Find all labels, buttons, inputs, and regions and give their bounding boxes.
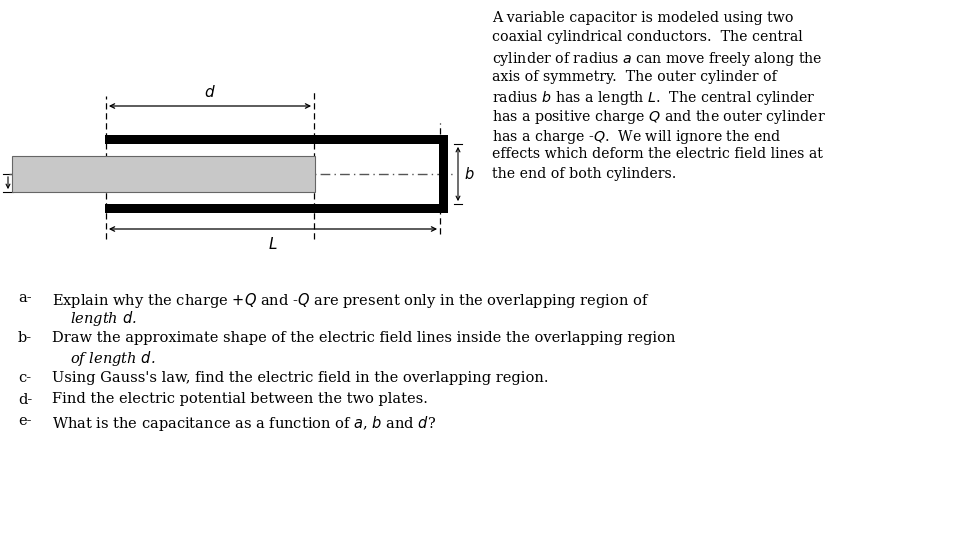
- Text: coaxial cylindrical conductors.  The central: coaxial cylindrical conductors. The cent…: [492, 31, 802, 45]
- Text: a-: a-: [18, 291, 32, 305]
- Text: cylinder of radius $a$ can move freely along the: cylinder of radius $a$ can move freely a…: [492, 50, 823, 68]
- Bar: [105, 204, 448, 213]
- Bar: [439, 135, 448, 213]
- Text: axis of symmetry.  The outer cylinder of: axis of symmetry. The outer cylinder of: [492, 69, 777, 83]
- Text: $b$: $b$: [464, 166, 474, 182]
- Text: Using Gauss's law, find the electric field in the overlapping region.: Using Gauss's law, find the electric fie…: [52, 371, 549, 385]
- Text: length $d$.: length $d$.: [70, 310, 136, 329]
- Text: e-: e-: [18, 414, 32, 428]
- Text: A variable capacitor is modeled using two: A variable capacitor is modeled using tw…: [492, 11, 794, 25]
- Bar: [105, 135, 448, 144]
- Text: Draw the approximate shape of the electric field lines inside the overlapping re: Draw the approximate shape of the electr…: [52, 331, 676, 345]
- Bar: [12, 156, 315, 192]
- Text: d-: d-: [18, 392, 32, 406]
- Text: $L$: $L$: [268, 236, 278, 252]
- Text: the end of both cylinders.: the end of both cylinders.: [492, 167, 677, 181]
- Text: effects which deform the electric field lines at: effects which deform the electric field …: [492, 148, 823, 162]
- Text: Find the electric potential between the two plates.: Find the electric potential between the …: [52, 392, 428, 406]
- Text: b-: b-: [18, 331, 32, 345]
- Text: $d$: $d$: [204, 84, 216, 100]
- Text: c-: c-: [18, 371, 31, 385]
- Text: has a charge -$Q$.  We will ignore the end: has a charge -$Q$. We will ignore the en…: [492, 128, 781, 146]
- Text: What is the capacitance as a function of $a$, $b$ and $d$?: What is the capacitance as a function of…: [52, 414, 437, 433]
- Text: radius $b$ has a length $L$.  The central cylinder: radius $b$ has a length $L$. The central…: [492, 89, 816, 107]
- Text: has a positive charge $Q$ and the outer cylinder: has a positive charge $Q$ and the outer …: [492, 108, 826, 126]
- Text: of length $d$.: of length $d$.: [70, 349, 156, 368]
- Text: Explain why the charge $+Q$ and -$Q$ are present only in the overlapping region : Explain why the charge $+Q$ and -$Q$ are…: [52, 291, 650, 310]
- Text: $a$: $a$: [0, 176, 1, 190]
